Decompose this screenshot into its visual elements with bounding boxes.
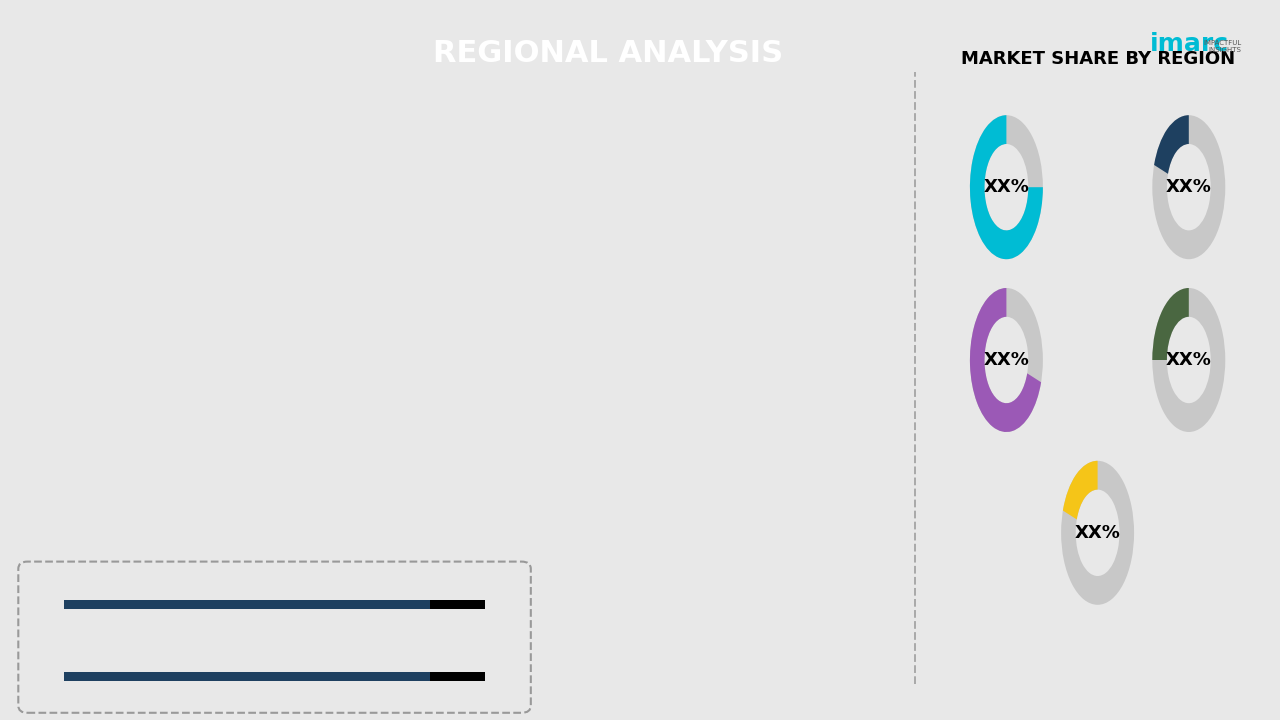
FancyArrow shape <box>64 672 430 681</box>
Text: XX%: XX% <box>1166 179 1212 197</box>
Wedge shape <box>1152 115 1225 259</box>
Text: FASTEST GROWING REGION: FASTEST GROWING REGION <box>64 642 279 655</box>
Text: imarc: imarc <box>1149 32 1229 56</box>
Text: XX%: XX% <box>1166 351 1212 369</box>
Wedge shape <box>1155 115 1189 174</box>
Wedge shape <box>970 288 1043 432</box>
FancyArrow shape <box>430 672 485 681</box>
Text: XX: XX <box>471 640 494 655</box>
Wedge shape <box>970 115 1043 259</box>
Wedge shape <box>970 288 1041 432</box>
Wedge shape <box>1061 461 1134 605</box>
Text: XX: XX <box>471 568 494 583</box>
Text: XX%: XX% <box>983 179 1029 197</box>
Text: REGIONAL ANALYSIS: REGIONAL ANALYSIS <box>433 40 783 68</box>
FancyBboxPatch shape <box>18 562 531 713</box>
Text: XX%: XX% <box>983 351 1029 369</box>
Text: IMPACTFUL
INSIGHTS: IMPACTFUL INSIGHTS <box>1203 40 1242 53</box>
FancyArrow shape <box>64 600 430 609</box>
Text: XX%: XX% <box>1075 524 1120 541</box>
Text: MARKET SHARE BY REGION: MARKET SHARE BY REGION <box>960 50 1235 68</box>
Wedge shape <box>1062 461 1097 519</box>
Wedge shape <box>970 115 1043 259</box>
Wedge shape <box>1152 288 1225 432</box>
Text: LARGEST REGION: LARGEST REGION <box>64 570 200 583</box>
Wedge shape <box>1152 288 1189 360</box>
FancyArrow shape <box>430 600 485 609</box>
